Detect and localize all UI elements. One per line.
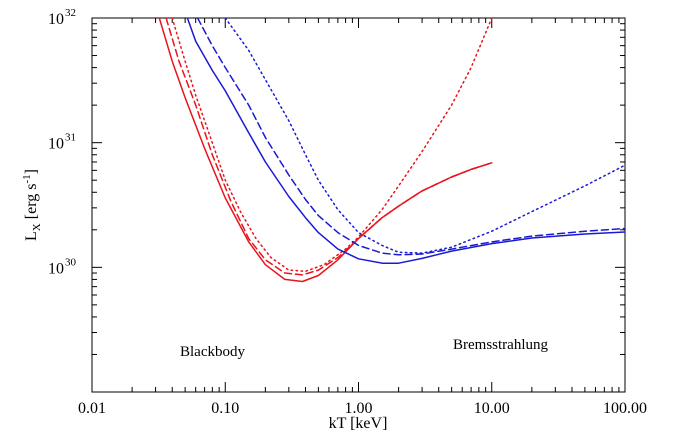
x-tick-label: 10.00 (474, 400, 510, 417)
y-tick-label-base: 10 (48, 136, 64, 153)
x-tick-label: 0.10 (211, 400, 239, 417)
x-axis-label: kT [keV] (329, 415, 388, 432)
series-blackbody-dotted-line (171, 18, 493, 273)
y-axis-label-unit-end: ] (23, 169, 40, 174)
x-tick-label: 1.00 (345, 400, 373, 417)
x-tick-labels: 0.01 0.10 1.00 10.00 100.00 (78, 400, 647, 417)
x-tick-label: 100.00 (603, 400, 647, 417)
y-axis-label-unit: [erg s (23, 184, 40, 220)
x-tick-label: 0.01 (78, 400, 106, 417)
y-tick-label-exp: 32 (65, 7, 76, 19)
series-group (158, 18, 625, 283)
y-tick-label: 10 (48, 136, 64, 153)
series-bremsstrahlung-solid-line (186, 18, 625, 264)
y-tick-label-exp: 30 (65, 256, 77, 268)
series-blackbody-dashed-line (165, 18, 493, 276)
y-tick-label: 10 (48, 11, 64, 28)
y-axis-label-sub: X (31, 223, 43, 231)
series-bremsstrahlung-dashed-line (196, 18, 625, 256)
y-axis-label-base: L (23, 231, 40, 241)
y-tick-label: 10 (48, 260, 64, 277)
y-axis-label-unit-sup: -1 (21, 174, 33, 183)
axis-ticks (91, 18, 625, 393)
series-bremsstrahlung-dotted-line (224, 18, 625, 254)
y-axis-label: LX [erg s-1] (21, 169, 43, 241)
y-tick-label-base: 10 (48, 260, 64, 277)
annotation-bremsstrahlung: Bremsstrahlung (453, 337, 548, 353)
series-blackbody-solid-line (158, 18, 493, 283)
annotation-blackbody: Blackbody (180, 344, 245, 360)
y-tick-label-base: 10 (48, 11, 64, 28)
y-tick-label-exp: 31 (65, 132, 76, 144)
